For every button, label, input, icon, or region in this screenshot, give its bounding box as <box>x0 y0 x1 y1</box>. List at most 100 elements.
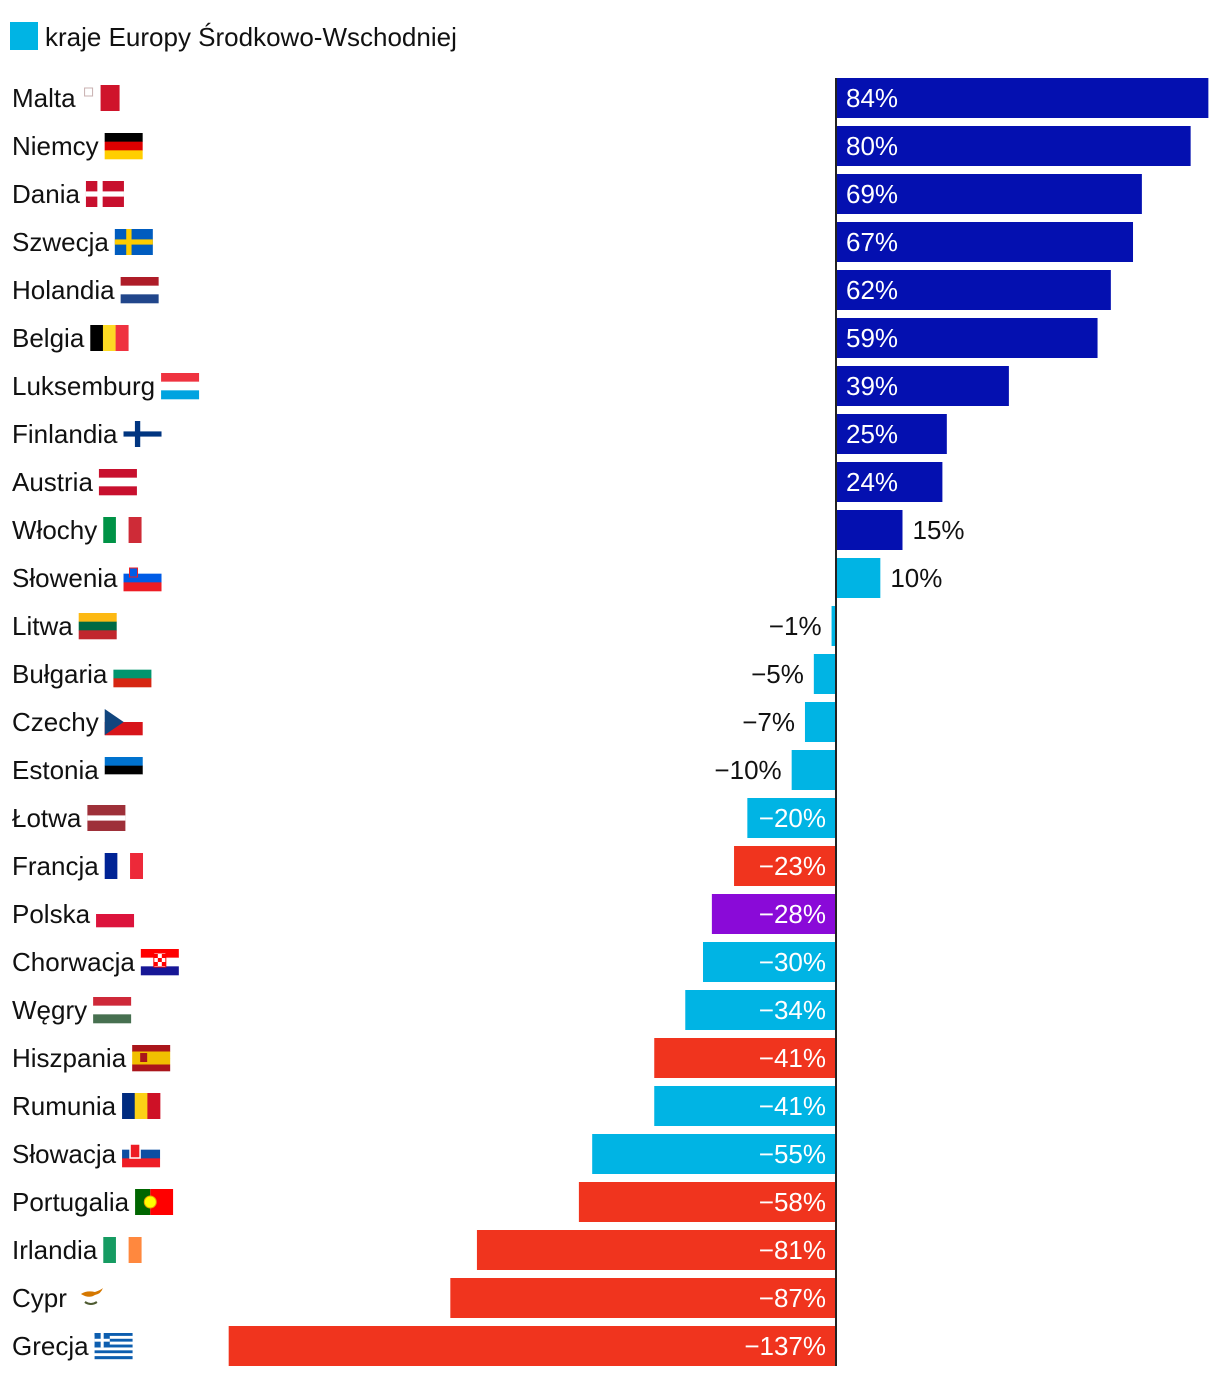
bar-sweden <box>836 222 1134 262</box>
value-label-belgium: 59% <box>846 323 898 353</box>
value-label-lithuania: −1% <box>769 611 822 641</box>
country-label-lithuania: Litwa <box>12 611 73 641</box>
country-label-cyprus: Cypr <box>12 1283 67 1313</box>
bar-poland <box>711 894 836 934</box>
value-label-malta: 84% <box>846 83 898 113</box>
estonia-flag-icon <box>104 757 143 784</box>
bar-croatia <box>703 942 836 982</box>
country-label-bulgaria: Bułgaria <box>12 659 108 689</box>
value-label-czechia: −7% <box>742 707 795 737</box>
country-label-slovenia: Słowenia <box>12 563 118 593</box>
country-label-spain: Hiszpania <box>12 1043 127 1073</box>
bar-cyprus <box>450 1278 836 1318</box>
bar-denmark <box>836 174 1142 214</box>
bars-group: 84% 80% 69% 67% 62% 59% 39% 25% 24% 15% 10% −1% −5% −… <box>228 78 1209 1366</box>
bar-lithuania <box>831 606 836 646</box>
spain-flag-icon <box>132 1045 171 1072</box>
value-label-luxembourg: 39% <box>846 371 898 401</box>
cyprus-flag-icon <box>72 1285 111 1311</box>
bar-slovenia <box>836 558 881 598</box>
netherlands-flag-icon <box>120 277 159 304</box>
portugal-flag-icon <box>135 1189 174 1215</box>
belgium-flag-icon <box>90 325 129 351</box>
value-label-croatia: −30% <box>759 947 826 977</box>
bar-bulgaria <box>813 654 836 694</box>
bar-czechia <box>804 702 836 742</box>
austria-flag-icon <box>98 469 137 496</box>
bar-netherlands <box>836 270 1111 310</box>
value-label-greece: −137% <box>744 1331 826 1361</box>
value-label-slovenia: 10% <box>890 563 942 593</box>
romania-flag-icon <box>122 1093 161 1119</box>
value-label-latvia: −20% <box>759 803 826 833</box>
country-label-belgium: Belgia <box>12 323 85 353</box>
country-label-czechia: Czechy <box>12 707 99 737</box>
bar-ireland <box>476 1230 836 1270</box>
greece-flag-icon <box>94 1333 133 1360</box>
bar-italy <box>836 510 903 550</box>
bar-germany <box>836 126 1191 166</box>
bar-malta <box>836 78 1209 118</box>
country-label-poland: Polska <box>12 899 91 929</box>
germany-flag-icon <box>104 133 143 160</box>
bar-luxembourg <box>836 366 1009 406</box>
bar-estonia <box>791 750 836 790</box>
bar-belgium <box>836 318 1098 358</box>
poland-flag-icon <box>96 901 135 928</box>
legend-label: kraje Europy Środkowo-Wschodniej <box>45 22 457 52</box>
slovenia-flag-icon <box>123 565 162 592</box>
country-label-hungary: Węgry <box>12 995 87 1025</box>
country-label-finland: Finlandia <box>12 419 118 449</box>
legend-swatch <box>10 22 38 50</box>
lithuania-flag-icon <box>78 613 117 640</box>
value-label-portugal: −58% <box>759 1187 826 1217</box>
country-label-romania: Rumunia <box>12 1091 117 1121</box>
country-label-netherlands: Holandia <box>12 275 115 305</box>
country-label-greece: Grecja <box>12 1331 89 1361</box>
bar-france <box>734 846 836 886</box>
bar-austria <box>836 462 943 502</box>
bar-finland <box>836 414 947 454</box>
value-label-bulgaria: −5% <box>751 659 804 689</box>
denmark-flag-icon <box>85 181 124 207</box>
legend: kraje Europy Środkowo-Wschodniej <box>10 22 457 52</box>
value-label-poland: −28% <box>759 899 826 929</box>
bar-latvia <box>747 798 836 838</box>
country-labels-group: Malta Niemcy Dania Szwecja Holandia Belgia Luk… <box>12 83 200 1361</box>
value-label-ireland: −81% <box>759 1235 826 1265</box>
hungary-flag-icon <box>93 997 132 1024</box>
ireland-flag-icon <box>103 1237 142 1263</box>
country-label-denmark: Dania <box>12 179 80 209</box>
bar-romania <box>654 1086 836 1126</box>
country-label-germany: Niemcy <box>12 131 99 161</box>
france-flag-icon <box>104 853 144 879</box>
country-label-ireland: Irlandia <box>12 1235 98 1265</box>
value-label-slovakia: −55% <box>759 1139 826 1169</box>
bulgaria-flag-icon <box>113 661 152 688</box>
finland-flag-icon <box>123 421 162 447</box>
czechia-flag-icon <box>104 709 143 736</box>
sweden-flag-icon <box>114 229 153 255</box>
country-label-croatia: Chorwacja <box>12 947 135 977</box>
value-label-estonia: −10% <box>714 755 781 785</box>
country-label-portugal: Portugalia <box>12 1187 130 1217</box>
country-label-austria: Austria <box>12 467 93 497</box>
value-label-netherlands: 62% <box>846 275 898 305</box>
country-label-malta: Malta <box>12 83 76 113</box>
italy-flag-icon <box>103 517 142 543</box>
value-label-france: −23% <box>759 851 826 881</box>
slovakia-flag-icon <box>122 1141 161 1168</box>
bar-portugal <box>578 1182 836 1222</box>
malta-flag-icon <box>84 85 120 111</box>
bar-hungary <box>685 990 836 1030</box>
latvia-flag-icon <box>87 805 126 831</box>
bar-greece <box>228 1326 836 1366</box>
country-label-slovakia: Słowacja <box>12 1139 117 1169</box>
value-label-sweden: 67% <box>846 227 898 257</box>
value-label-italy: 15% <box>912 515 964 545</box>
country-label-estonia: Estonia <box>12 755 99 785</box>
value-label-hungary: −34% <box>759 995 826 1025</box>
country-label-france: Francja <box>12 851 99 881</box>
